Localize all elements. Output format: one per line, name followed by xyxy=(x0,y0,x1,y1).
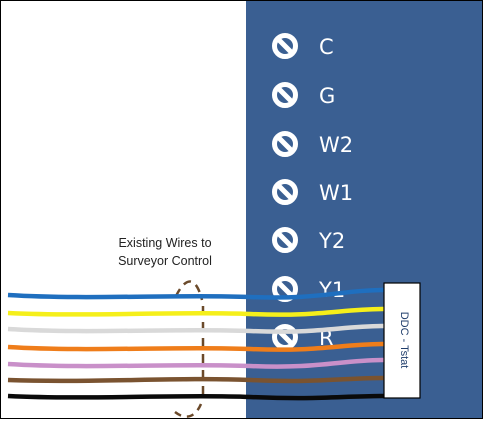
wire xyxy=(7,287,387,300)
terminal-g: G xyxy=(272,82,335,108)
terminal-label: Y1 xyxy=(318,278,345,302)
ddc-tstat-connector xyxy=(383,282,421,399)
wire xyxy=(7,306,387,317)
screw-icon xyxy=(272,131,298,157)
screw-icon xyxy=(272,227,298,253)
wire-bundle xyxy=(7,287,387,401)
screw-icon xyxy=(272,33,298,59)
terminal-w1: W1 xyxy=(272,179,353,205)
wire-bundle-bracket xyxy=(174,280,205,418)
annotation-line-2: Surveyor Control xyxy=(118,254,212,268)
terminal-label: W1 xyxy=(319,181,353,205)
annotation-line-1: Existing Wires to xyxy=(118,236,211,250)
wire xyxy=(7,357,387,369)
terminal-label: G xyxy=(319,84,335,108)
wire xyxy=(7,375,387,384)
screw-icon xyxy=(272,82,298,108)
terminal-w2: W2 xyxy=(272,131,353,157)
wire xyxy=(7,393,387,401)
terminal-c: C xyxy=(272,33,334,59)
terminal-label: Y2 xyxy=(318,229,345,253)
wire xyxy=(7,341,387,352)
connector-label: DDC - Tstat xyxy=(398,312,410,369)
screw-icon xyxy=(272,179,298,205)
bracket-top xyxy=(174,280,204,301)
terminal-label: C xyxy=(319,35,334,59)
terminal-y2: Y2 xyxy=(272,227,345,253)
wire xyxy=(7,323,387,334)
terminal-label: W2 xyxy=(319,133,353,157)
bracket-bottom xyxy=(174,403,203,418)
thermostat-panel xyxy=(246,1,482,418)
